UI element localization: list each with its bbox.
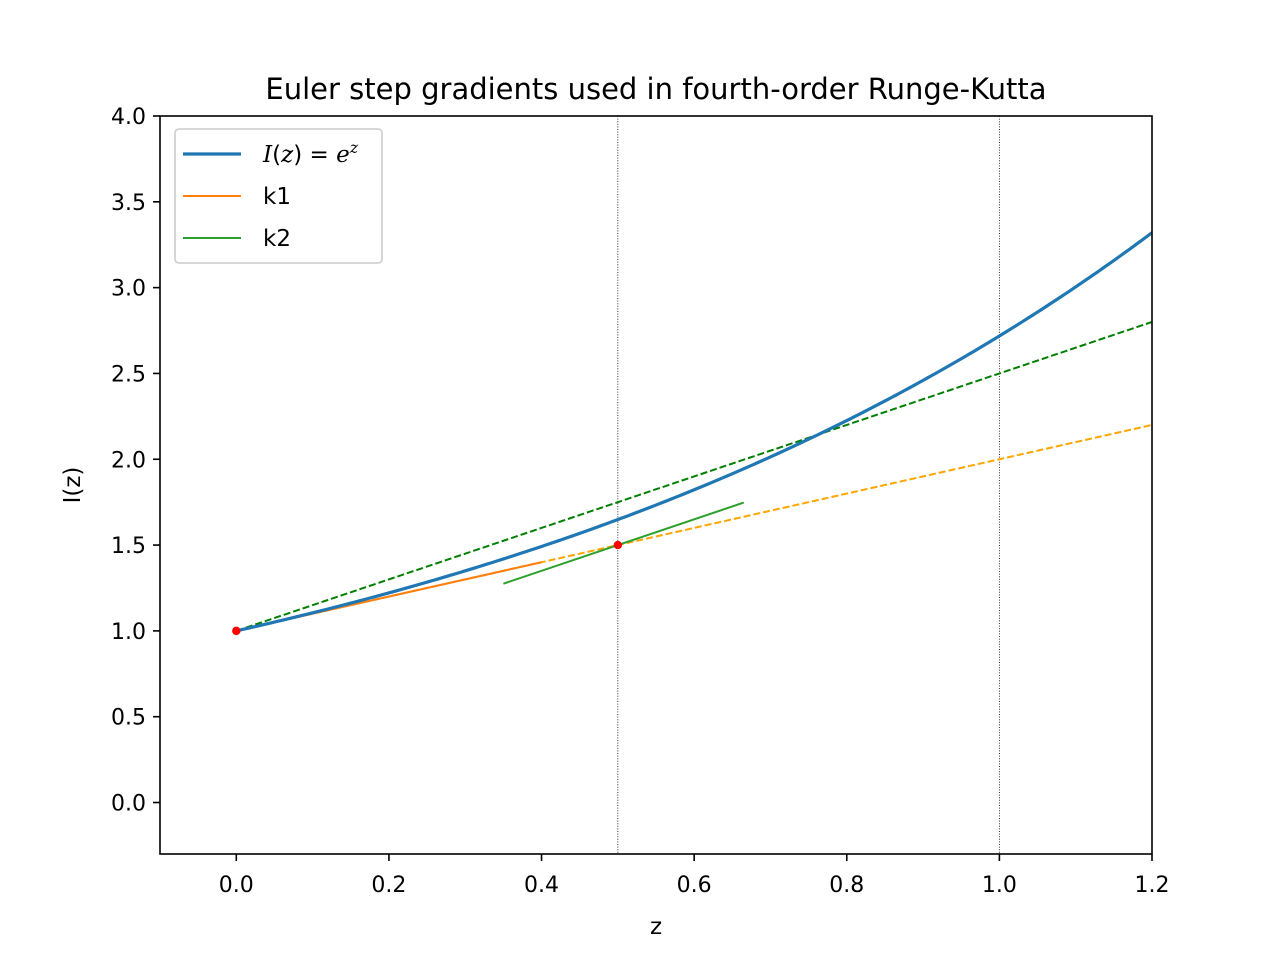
legend-box [174, 128, 383, 264]
y-tick-label-7: 3.5 [111, 191, 146, 216]
x-tick-label-1: 0.2 [371, 873, 406, 898]
legend-label-exp: I(z) = ez [262, 138, 359, 168]
y-tick-label-6: 3.0 [111, 277, 146, 302]
legend-label-k1: k1 [263, 184, 291, 210]
series-line-2 [503, 501, 745, 585]
x-tick-label-3: 0.6 [677, 873, 712, 898]
data-point-0 [232, 626, 241, 636]
x-tick-label-2: 0.4 [524, 873, 559, 898]
y-axis-label: I(z) [60, 467, 86, 504]
data-point-1 [613, 540, 623, 550]
y-tick-label-5: 2.5 [111, 362, 146, 387]
y-tick-label-3: 1.5 [111, 534, 146, 559]
plot-area [159, 115, 1153, 855]
chart-title: Euler step gradients used in fourth-orde… [265, 72, 1046, 106]
x-tick-label-0: 0.0 [219, 873, 254, 898]
legend: I(z) = ez k1 k2 [174, 128, 383, 264]
x-tick-label-5: 1.0 [982, 873, 1017, 898]
y-tick-label-4: 2.0 [111, 448, 146, 473]
y-tick-label-2: 1.0 [111, 620, 146, 645]
x-tick-label-4: 0.8 [829, 873, 864, 898]
x-axis-label: z [650, 914, 662, 940]
x-tick-label-6: 1.2 [1135, 873, 1170, 898]
x-axis: 0.0 0.2 0.4 0.6 0.8 1.0 1.2 [219, 854, 1170, 898]
dashed-line-4 [235, 321, 1153, 632]
legend-label-k2: k2 [263, 226, 291, 252]
y-tick-label-1: 0.5 [111, 706, 146, 731]
y-tick-label-8: 4.0 [111, 105, 146, 130]
series-line-0 [235, 231, 1153, 633]
plot-frame [159, 115, 1153, 855]
y-tick-label-0: 0.0 [111, 792, 146, 817]
y-axis: 0.0 0.5 1.0 1.5 2.0 2.5 3.0 3.5 4.0 [111, 105, 160, 817]
